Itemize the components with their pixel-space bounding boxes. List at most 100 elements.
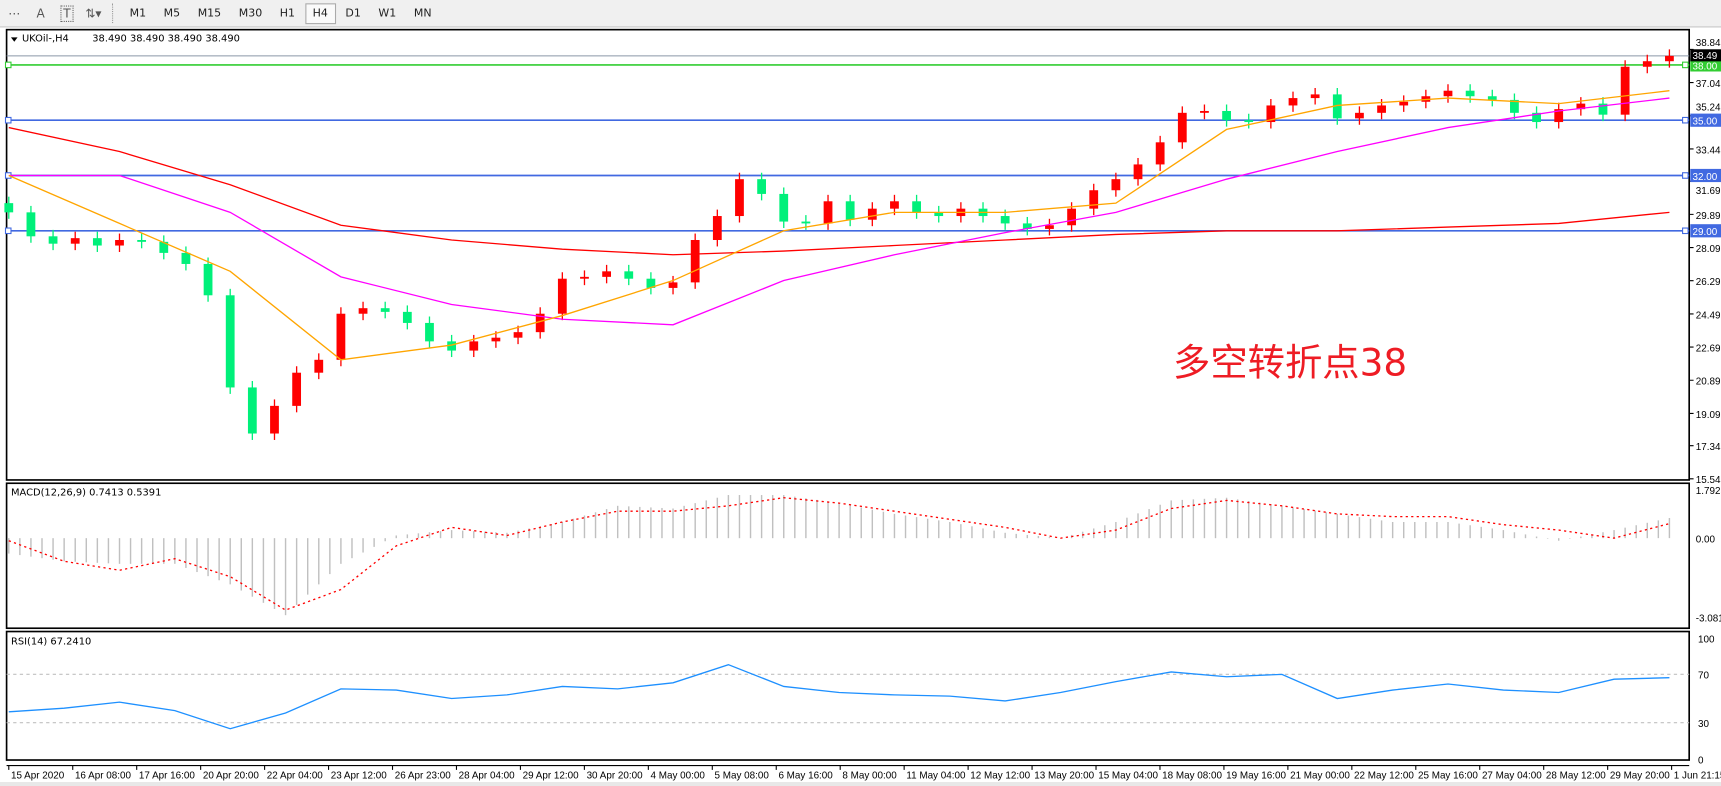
candle-body	[867, 208, 877, 220]
price-axis-label: 33.44	[1696, 145, 1721, 156]
candle-body	[4, 203, 14, 213]
candle-body	[712, 216, 722, 240]
timeframe-h1[interactable]: H1	[279, 7, 296, 20]
candle-body	[757, 179, 766, 194]
moving-average-mid	[8, 97, 1670, 326]
price-axis-label: 19.09	[1696, 410, 1721, 421]
timeframe-mn[interactable]: MN	[413, 7, 432, 20]
symbol-label: UKOil-,H4	[22, 34, 69, 45]
timeframe-m5[interactable]: M5	[163, 7, 181, 20]
candle-body	[26, 212, 36, 237]
macd-axis-label: -3.081	[1696, 614, 1721, 625]
rsi-axis-label: 0	[1698, 755, 1704, 766]
hline-price-tag	[1690, 113, 1721, 127]
candle-body	[580, 276, 589, 279]
chart-background	[0, 27, 1721, 786]
candle-body	[1510, 99, 1519, 113]
hline-price-label: 35.00	[1692, 117, 1717, 128]
time-axis-label: 15 Apr 2020	[11, 771, 65, 782]
candle-body	[1089, 190, 1099, 209]
timeframe-d1[interactable]: D1	[345, 7, 361, 20]
candle-body	[1443, 90, 1453, 97]
text-icon[interactable]: A	[36, 6, 45, 21]
toolbar-separator	[112, 3, 114, 24]
current-price-tag	[1690, 49, 1721, 62]
candle-body	[270, 405, 279, 434]
time-axis-label: 8 May 00:00	[842, 771, 897, 782]
candle-body	[1266, 105, 1276, 123]
timeframe-w1[interactable]: W1	[378, 7, 397, 20]
candle-body	[1067, 208, 1076, 226]
rsi-panel-border	[5, 630, 1691, 761]
time-axis-label: 15 May 04:00	[1098, 771, 1158, 782]
price-axis-label: 31.69	[1696, 186, 1721, 197]
time-axis-label: 5 May 08:00	[714, 771, 769, 782]
candle-body	[1487, 96, 1497, 100]
candle-body	[70, 238, 80, 244]
bottom-scrollbar	[0, 781, 1721, 786]
time-axis-label: 18 May 08:00	[1162, 771, 1222, 782]
hline-price-label: 29.00	[1692, 227, 1717, 238]
collapse-triangle-icon	[10, 37, 18, 42]
rsi-axis-label: 100	[1698, 635, 1715, 646]
hline-price-tag	[1690, 58, 1721, 72]
candle-body	[314, 359, 324, 373]
candle-body	[535, 313, 545, 333]
time-axis-label: 19 May 16:00	[1226, 771, 1286, 782]
macd-axis-label: 1.7925	[1696, 486, 1721, 497]
candle-body	[115, 239, 124, 246]
candle-body	[735, 179, 744, 217]
timeframe-buttons: M1 M5 M15 M30 H1 H4 D1 W1 MN	[121, 2, 441, 24]
text-label-icon[interactable]: T	[55, 2, 79, 24]
timeframe-m15[interactable]: M15	[197, 7, 222, 20]
candle-body	[934, 212, 944, 217]
price-axis-label: 17.34	[1696, 442, 1721, 453]
candle-body	[1133, 164, 1143, 180]
arrows-icon[interactable]: ⇅▾	[85, 6, 102, 21]
rsi-title: RSI(14) 67.2410	[11, 637, 91, 648]
toolbar: ⋯ A T ⇅▾ M1 M5 M15 M30 H1 H4 D1 W1 MN	[0, 0, 1721, 28]
moving-average-fast	[8, 90, 1670, 361]
candle-body	[1111, 179, 1121, 191]
hline-handle-right	[1682, 116, 1689, 124]
hline-handle-right	[1682, 61, 1689, 69]
hline-handle-left	[4, 227, 12, 235]
candle-body	[1200, 110, 1209, 113]
time-axis-label: 20 Apr 20:00	[203, 771, 260, 782]
hline-handle-right	[1682, 227, 1689, 235]
time-axis-label: 29 May 20:00	[1610, 771, 1670, 782]
candle-body	[225, 295, 235, 388]
candle-body	[1244, 120, 1254, 123]
time-axis-label: 6 May 16:00	[778, 771, 833, 782]
candle-body	[159, 241, 169, 253]
timeframe-m1[interactable]: M1	[129, 7, 147, 20]
macd-signal-line	[8, 497, 1670, 611]
candle-body	[1222, 110, 1231, 121]
candle-body	[823, 201, 833, 224]
price-axis-label: 38.84	[1696, 38, 1721, 49]
candle-body	[1377, 105, 1386, 113]
fibonacci-fan-icon[interactable]: ⋯	[8, 6, 21, 21]
hline-price-label: 32.00	[1692, 172, 1717, 183]
timeframe-h4[interactable]: H4	[304, 2, 336, 24]
macd-axis-label: 0.00	[1696, 535, 1716, 546]
candle-body	[1642, 61, 1652, 67]
time-axis-label: 22 May 12:00	[1354, 771, 1414, 782]
macd-title: MACD(12,26,9) 0.7413 0.5391	[11, 487, 161, 498]
candle-body	[247, 387, 257, 434]
candle-body	[1554, 109, 1564, 123]
rsi-axis-label: 70	[1698, 671, 1709, 682]
time-axis-label: 27 May 04:00	[1482, 771, 1542, 782]
timeframe-m30[interactable]: M30	[238, 7, 263, 20]
moving-average-slow	[8, 126, 1670, 256]
hline-price-tag	[1690, 168, 1721, 183]
candle-body	[447, 341, 457, 351]
rsi-axis-label: 30	[1698, 719, 1709, 730]
macd-panel-border	[5, 482, 1691, 630]
candle-body	[602, 271, 612, 277]
hline-handle-right	[1682, 172, 1689, 179]
candle-body	[1620, 66, 1630, 115]
chart-canvas[interactable]: 38.84 37.04 35.24 33.44 31.69 29.89 28.09 26.29…	[0, 27, 1721, 786]
time-axis-label: 11 May 04:00	[906, 771, 966, 782]
